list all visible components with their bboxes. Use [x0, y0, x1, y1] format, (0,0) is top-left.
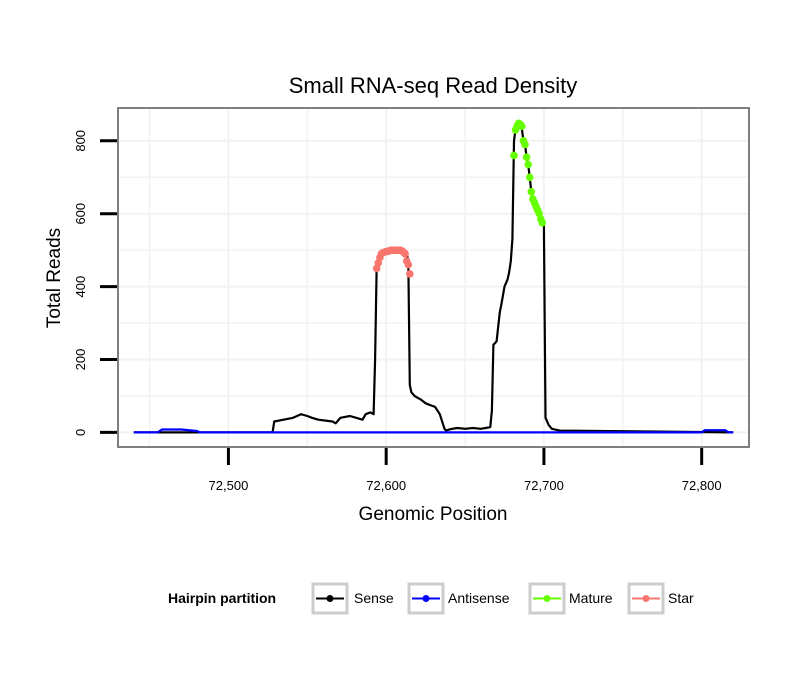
- y-tick-label: 0: [73, 429, 88, 436]
- data-point-mature: [510, 151, 518, 160]
- panel-background: [118, 108, 749, 447]
- data-point-star: [401, 250, 409, 258]
- series-line-sense: [133, 122, 734, 434]
- data-point-mature: [538, 219, 547, 227]
- legend-key-dot-mature: [543, 595, 551, 602]
- y-tick-label: 200: [73, 349, 88, 371]
- data-point-star: [404, 260, 413, 269]
- data-point-star: [406, 270, 414, 278]
- data-point-mature: [522, 153, 531, 161]
- x-axis: 72,500 72,600 72,700 72,800: [209, 448, 722, 493]
- series-line-antisense: [133, 428, 734, 434]
- legend: Hairpin partition Sense Antisense Mature St…: [168, 582, 694, 615]
- x-tick-label: 72,600: [366, 478, 406, 493]
- legend-key-dot-antisense: [422, 595, 430, 602]
- x-tick-label: 72,800: [682, 478, 722, 493]
- legend-key-dot-star: [642, 595, 650, 602]
- grid-lines: [118, 108, 749, 447]
- series-points: [372, 119, 547, 278]
- data-point-mature: [527, 188, 536, 196]
- legend-label-mature: Mature: [569, 590, 613, 606]
- legend-label-star: Star: [668, 590, 694, 606]
- chart-title: Small RNA-seq Read Density: [289, 73, 578, 98]
- data-point-mature: [521, 140, 529, 149]
- data-point-mature: [518, 122, 526, 130]
- series-lines: [133, 122, 734, 434]
- y-tick-label: 600: [73, 203, 88, 225]
- x-tick-label: 72,500: [209, 478, 249, 493]
- y-axis: 0 200 400 600 800: [73, 130, 117, 436]
- panel-border: [117, 107, 750, 448]
- legend-title: Hairpin partition: [168, 590, 276, 606]
- x-tick-label: 72,700: [524, 478, 564, 493]
- legend-label-sense: Sense: [354, 590, 394, 606]
- y-tick-label: 400: [73, 276, 88, 298]
- legend-label-antisense: Antisense: [448, 590, 510, 606]
- plot-panel: [117, 107, 750, 448]
- data-point-mature: [525, 173, 534, 182]
- x-axis-title: Genomic Position: [359, 504, 508, 525]
- legend-key-dot-sense: [326, 595, 334, 602]
- y-tick-label: 800: [73, 130, 88, 152]
- data-point-mature: [524, 160, 532, 169]
- y-axis-title: Total Reads: [44, 228, 65, 328]
